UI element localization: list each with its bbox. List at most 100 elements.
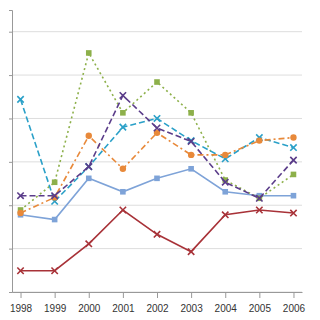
series xyxy=(17,207,296,274)
series-marker xyxy=(154,231,160,237)
series-marker xyxy=(17,96,23,102)
series-marker xyxy=(291,172,297,178)
x-tick: 1999 xyxy=(44,292,67,314)
series-marker xyxy=(257,195,263,201)
series-marker xyxy=(120,110,126,116)
series-marker xyxy=(120,124,126,130)
x-axis: 1998 1999 2000 2001 2002 2003 2004 2005 2006 xyxy=(10,292,306,314)
y-tick xyxy=(9,32,12,33)
series-marker xyxy=(17,192,23,198)
series-line xyxy=(21,53,294,210)
series-marker xyxy=(188,110,194,116)
series-marker xyxy=(154,79,160,85)
series-marker xyxy=(222,189,228,195)
y-tick-mark xyxy=(9,162,12,163)
series-marker xyxy=(86,133,92,139)
series-marker xyxy=(222,179,228,185)
x-tick-mark xyxy=(89,292,90,298)
series-marker xyxy=(154,176,160,182)
x-tick: 1998 xyxy=(10,292,33,314)
grid-line xyxy=(12,31,302,32)
series-marker xyxy=(188,138,194,144)
x-tick-label: 1999 xyxy=(44,303,67,314)
series-marker xyxy=(154,125,160,131)
y-tick-mark xyxy=(9,118,12,119)
grid-line xyxy=(12,75,302,76)
x-tick-mark xyxy=(55,292,56,298)
x-tick-label: 2001 xyxy=(112,303,135,314)
series-marker xyxy=(120,189,126,195)
y-tick xyxy=(9,292,12,293)
series-marker xyxy=(17,210,23,216)
plot: 1998 1999 2000 2001 2002 2003 2004 2005 2006 xyxy=(9,11,306,315)
series xyxy=(18,166,297,222)
series-marker xyxy=(256,137,262,143)
y-tick-mark xyxy=(9,292,12,293)
series-marker xyxy=(51,268,57,274)
series-line xyxy=(21,99,294,201)
y-tick xyxy=(9,249,12,250)
series-marker xyxy=(256,195,262,201)
y-tick-mark xyxy=(9,205,12,206)
x-tick: 2001 xyxy=(112,292,135,314)
series-marker xyxy=(291,193,297,199)
y-tick xyxy=(9,118,12,119)
x-tick-label: 2006 xyxy=(283,303,306,314)
series-marker xyxy=(120,207,126,213)
grid xyxy=(12,32,302,292)
series-marker xyxy=(86,163,92,169)
y-tick xyxy=(9,75,12,76)
series-marker xyxy=(52,217,58,223)
grid-line xyxy=(12,161,302,162)
x-tick-label: 2004 xyxy=(215,303,238,314)
series-group xyxy=(17,50,296,274)
x-tick-mark xyxy=(123,292,124,298)
series-marker xyxy=(52,179,58,185)
series-marker xyxy=(86,176,92,182)
x-tick-label: 1998 xyxy=(10,303,33,314)
x-tick-label: 2003 xyxy=(180,303,203,314)
series xyxy=(18,50,297,213)
y-tick-mark xyxy=(9,75,12,76)
x-tick-mark xyxy=(191,292,192,298)
series-marker xyxy=(188,166,194,172)
y-tick-mark xyxy=(9,249,12,250)
chart: 1998 1999 2000 2001 2002 2003 2004 2005 2006 xyxy=(0,0,320,320)
y-axis xyxy=(9,11,13,293)
grid-line xyxy=(12,205,302,206)
series-marker xyxy=(188,248,194,254)
series-marker xyxy=(120,166,126,172)
x-tick-mark xyxy=(157,292,158,298)
series-marker xyxy=(154,115,160,121)
x-tick: 2004 xyxy=(215,292,238,314)
series-line xyxy=(21,95,294,198)
series-marker xyxy=(222,212,228,218)
series xyxy=(17,130,296,217)
grid-line xyxy=(12,248,302,249)
x-tick: 2006 xyxy=(283,292,306,314)
series-marker xyxy=(86,241,92,247)
series-marker xyxy=(120,92,126,98)
series-marker xyxy=(290,134,296,140)
x-tick-mark xyxy=(293,292,294,298)
series-marker xyxy=(86,50,92,56)
x-tick: 2005 xyxy=(249,292,272,314)
series-marker xyxy=(188,152,194,158)
y-tick xyxy=(9,162,12,163)
series-marker xyxy=(290,157,296,163)
y-tick-mark xyxy=(9,32,12,33)
x-tick: 2002 xyxy=(146,292,169,314)
x-tick-mark xyxy=(225,292,226,298)
series-marker xyxy=(222,152,228,158)
x-tick: 2003 xyxy=(180,292,203,314)
y-tick xyxy=(9,205,12,206)
series-line xyxy=(21,133,294,213)
series-line xyxy=(21,210,294,271)
x-tick: 2000 xyxy=(78,292,101,314)
x-tick-label: 2005 xyxy=(249,303,272,314)
series-marker xyxy=(86,163,92,169)
x-tick-label: 2002 xyxy=(146,303,169,314)
series-marker xyxy=(256,207,262,213)
y-axis-line xyxy=(9,11,13,293)
x-tick-mark xyxy=(21,292,22,298)
